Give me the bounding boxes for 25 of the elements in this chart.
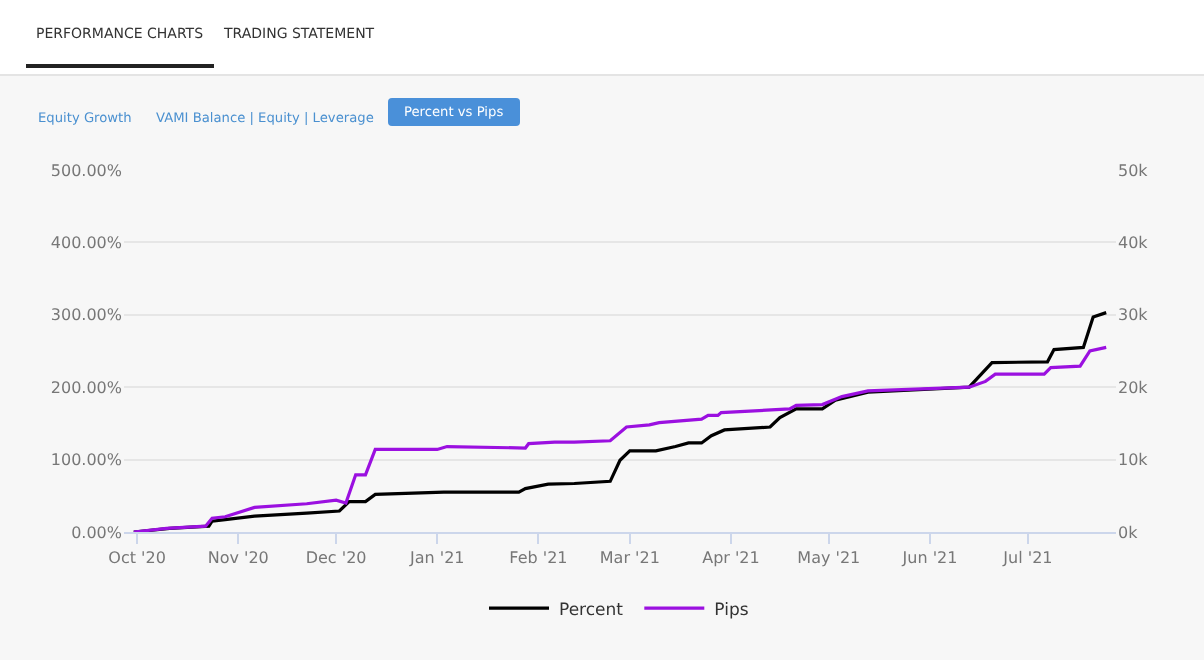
x-tick-label: Oct '20 [108,549,166,568]
legend-label: Percent [559,600,625,621]
x-tick-label: Dec '20 [305,549,367,568]
x-tick-label: Jul '21 [1001,549,1053,568]
line-series [132,345,1108,532]
x-tick-label: Feb '21 [509,549,568,568]
legend-label: Pips [714,600,750,621]
y-tick-label: 0.00% [71,523,123,542]
y-tick-label: 200.00% [50,378,123,397]
y2-tick-label: 50k [1118,161,1149,180]
y-tick-label: 400.00% [50,234,123,252]
x-tick-label: Apr '21 [702,549,760,568]
x-tick-label: Jun '21 [900,549,958,568]
x-tick-label: Mar '21 [599,549,660,568]
x-tick-label: Nov '20 [207,549,269,568]
y-tick-label: 500.00% [50,161,123,180]
x-tick-label: Jan '21 [407,549,465,568]
y-tick-label: 300.00% [50,306,123,325]
y2-tick-label: 10k [1118,451,1149,470]
y-tick-label: 100.00% [50,451,123,470]
x-tick-label: May '21 [797,549,861,568]
y2-tick-label: 40k [1118,234,1149,252]
y2-tick-label: 20k [1118,378,1149,397]
y2-tick-label: 30k [1118,306,1149,325]
y2-tick-label: 0k [1118,523,1139,542]
